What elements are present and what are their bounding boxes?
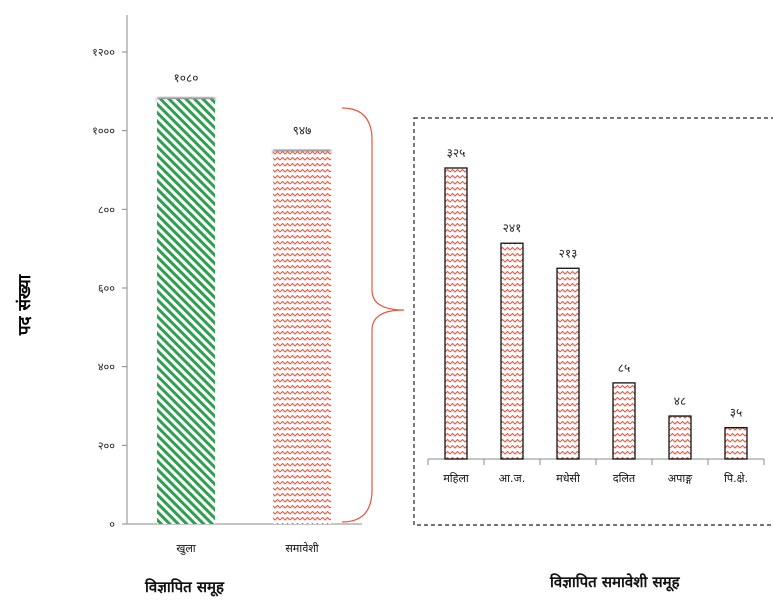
y-axis-label: पद संख्या xyxy=(15,274,35,336)
sub-category-label: दलित xyxy=(613,472,636,485)
subgroup-dashed-box xyxy=(413,117,773,526)
sub-category-label: महिला xyxy=(443,472,469,485)
sub-bar xyxy=(500,242,524,460)
main-chart: ० २०० ४०० ६०० ८०० १००० १२०० १०८० ९४७ खुला समावेश… xyxy=(92,15,362,555)
sub-bar xyxy=(724,427,748,460)
main-y-tick-label: १२०० xyxy=(92,46,115,59)
group-brace xyxy=(341,107,405,523)
main-y-tick-label: ६०० xyxy=(98,282,115,295)
sub-chart: ३२५ २४१ २१३ ८५ ४८ ३५ महिला आ.ज. मधेसी दलित अपाङ्ग… xyxy=(427,146,765,485)
sub-bar-value-label: २१३ xyxy=(559,246,578,260)
main-y-tick-label: ० xyxy=(109,518,115,531)
main-bar xyxy=(157,99,215,524)
sub-category-label: अपाङ्ग xyxy=(668,472,694,485)
main-bar-value-label: ९४७ xyxy=(293,124,312,138)
sub-bar-value-label: ८५ xyxy=(618,361,630,375)
main-category-label: समावेशी xyxy=(285,542,318,555)
sub-bar-value-label: २४१ xyxy=(503,221,522,235)
main-y-tick-label: १००० xyxy=(92,125,115,138)
sub-bar xyxy=(556,267,580,460)
sub-category-label: मधेसी xyxy=(556,472,580,485)
main-category-label: खुला xyxy=(176,542,195,555)
main-bar xyxy=(273,151,331,524)
sub-category-label: पि.क्षे. xyxy=(724,472,748,485)
sub-category-label: आ.ज. xyxy=(499,472,525,485)
sub-bar-value-label: ४८ xyxy=(674,394,686,408)
sub-bar xyxy=(668,415,692,460)
sub-bar-value-label: ३५ xyxy=(730,406,742,420)
sub-bar xyxy=(612,382,636,460)
main-x-axis-title: विज्ञापित समूह xyxy=(144,578,225,597)
main-y-tick-label: ८०० xyxy=(98,203,115,216)
main-y-tick-label: २०० xyxy=(98,439,115,452)
sub-bar-value-label: ३२५ xyxy=(447,146,466,160)
sub-bar xyxy=(444,167,468,460)
main-bar-value-label: १०८० xyxy=(174,71,199,85)
sub-x-axis-title: विज्ञापित समावेशी समूह xyxy=(549,573,681,592)
main-y-tick-label: ४०० xyxy=(98,361,115,374)
